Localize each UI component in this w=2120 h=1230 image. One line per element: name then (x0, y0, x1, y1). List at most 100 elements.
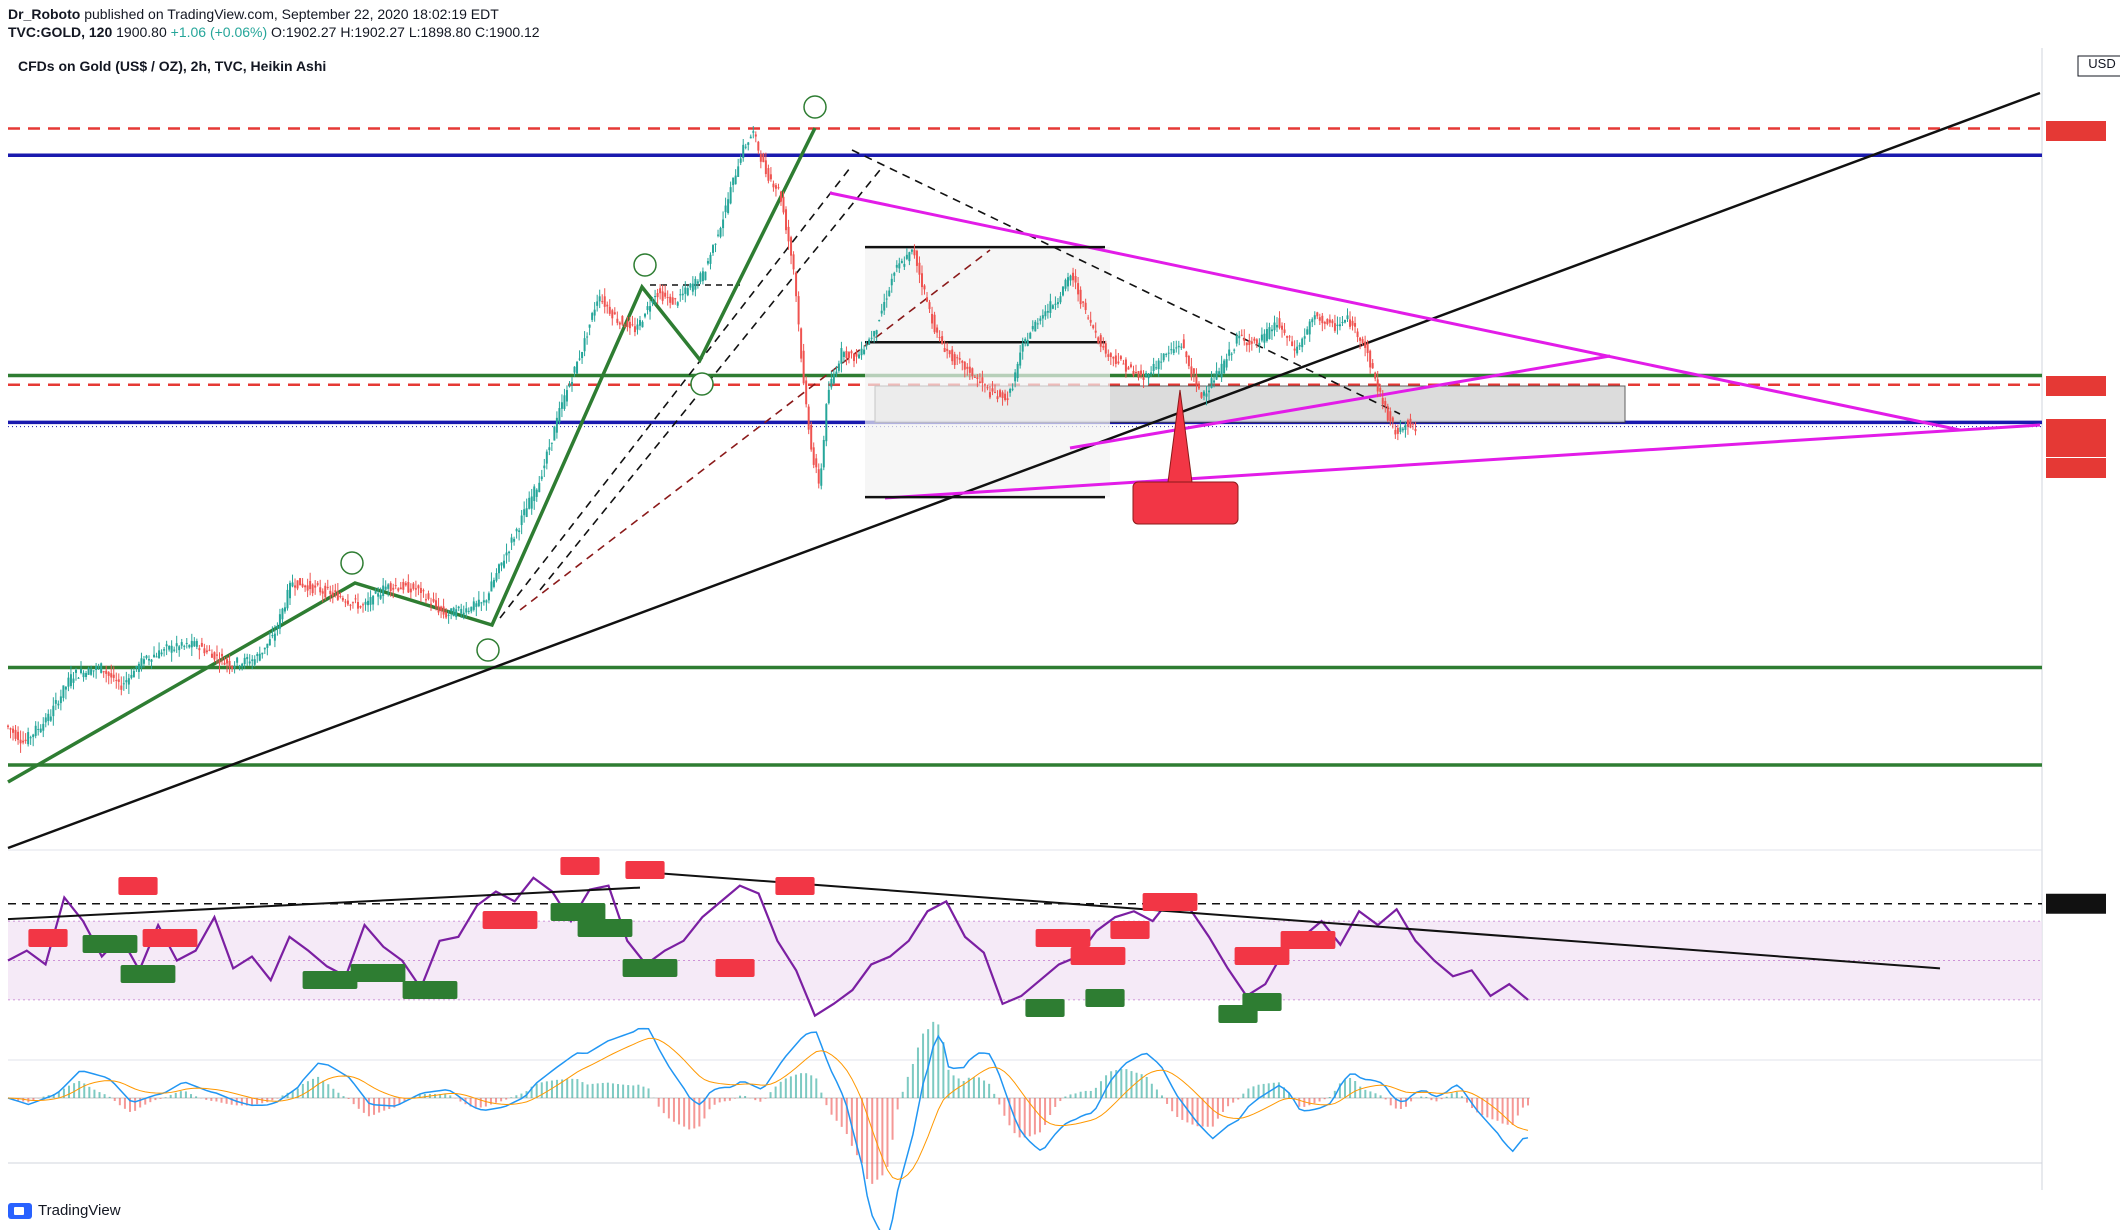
candle-body (666, 297, 669, 299)
macd-hist (1323, 1098, 1326, 1100)
signal-badge (482, 911, 538, 929)
candle-body (185, 642, 188, 644)
candle-body (42, 723, 45, 731)
candle-body (356, 602, 359, 609)
candle-body (593, 309, 596, 316)
candle-body (198, 648, 201, 651)
candle-body (890, 278, 893, 286)
candle-body (1011, 388, 1014, 390)
publisher-name[interactable]: Dr_Roboto (8, 6, 81, 22)
candle-body (576, 361, 579, 374)
divergence-pane (7, 857, 2106, 1023)
candle-body (394, 585, 397, 587)
candle-body (500, 562, 503, 566)
candle-body (638, 320, 641, 326)
candle-body (419, 587, 422, 593)
candle-body (628, 321, 631, 329)
macd-hist (1018, 1098, 1021, 1138)
candle-body (1046, 310, 1049, 313)
macd-hist (718, 1098, 721, 1103)
wave-label-circle (476, 638, 500, 662)
candle-body (409, 588, 412, 593)
candle-body (503, 560, 506, 568)
div-level-badge (2046, 893, 2106, 914)
candle-body (802, 350, 805, 384)
candle-body (470, 606, 473, 612)
price-axis[interactable] (2046, 55, 2120, 478)
candle-body (231, 666, 234, 669)
candle-body (258, 653, 261, 661)
macd-hist (1130, 1071, 1133, 1098)
candle-body (963, 361, 966, 370)
candle-body (367, 600, 370, 606)
candle-body (37, 728, 40, 730)
candle-body (1213, 380, 1216, 383)
publish-info: Dr_Roboto published on TradingView.com, … (8, 6, 499, 22)
candle-body (1240, 334, 1243, 336)
candle-body (168, 645, 171, 650)
macd-hist (632, 1085, 635, 1098)
candle-body (588, 324, 591, 328)
candle-body (364, 601, 367, 605)
candle-body (497, 564, 500, 574)
candle-body (1067, 277, 1070, 287)
price-badge (2046, 437, 2106, 457)
currency-box (2077, 55, 2120, 77)
candle-body (52, 705, 55, 717)
candle-body (392, 587, 395, 590)
candle-body (540, 476, 543, 480)
candle-body (1026, 340, 1029, 346)
candle-body (1283, 329, 1286, 333)
candle-body (1180, 346, 1183, 348)
macd-hist (469, 1098, 472, 1107)
candle-body (1331, 320, 1334, 324)
candle-body (1182, 339, 1185, 348)
chart-frame (8, 48, 2043, 1190)
macd-hist (296, 1088, 299, 1098)
magenta-line (884, 423, 2041, 500)
candle-body (1077, 283, 1080, 295)
macd-hist (1282, 1087, 1285, 1098)
tradingview-logo[interactable]: TradingView (8, 1202, 121, 1219)
candle-body (268, 639, 271, 646)
candle-body (742, 144, 745, 159)
macd-hist (1328, 1097, 1331, 1098)
macd-hist (1044, 1098, 1047, 1125)
macd-hist (942, 1042, 945, 1098)
candle-body (414, 588, 417, 590)
candle-body (263, 647, 266, 650)
candle-body (724, 205, 727, 213)
candle-body (215, 654, 218, 656)
candle-body (762, 153, 765, 163)
macd-hist (1455, 1091, 1458, 1098)
candle-body (1349, 319, 1352, 327)
candle-body (1255, 339, 1258, 344)
candle-body (633, 326, 636, 333)
candle-body (812, 447, 815, 465)
macd-pane (7, 1021, 1530, 1230)
candle-body (805, 380, 808, 405)
candle-body (316, 583, 319, 585)
candle-body (1127, 367, 1130, 370)
candle-body (1006, 398, 1009, 401)
macd-hist (672, 1098, 675, 1122)
candle-body (1414, 428, 1417, 432)
candle-body (847, 352, 850, 358)
macd-hist (545, 1081, 548, 1098)
candle-body (606, 304, 609, 307)
macd-hist (169, 1094, 172, 1098)
candle-body (190, 640, 193, 648)
candle-body (1379, 387, 1382, 392)
candle-body (266, 643, 269, 648)
macd-hist (149, 1098, 152, 1103)
macd-hist (601, 1082, 604, 1098)
candle-body (560, 402, 563, 409)
macd-hist (678, 1098, 681, 1125)
candle-body (759, 153, 762, 162)
div-trendline (639, 870, 1941, 970)
macd-hist (1099, 1081, 1102, 1098)
macd-hist (1155, 1089, 1158, 1098)
candle-body (820, 468, 823, 486)
candle-body (1097, 337, 1100, 343)
